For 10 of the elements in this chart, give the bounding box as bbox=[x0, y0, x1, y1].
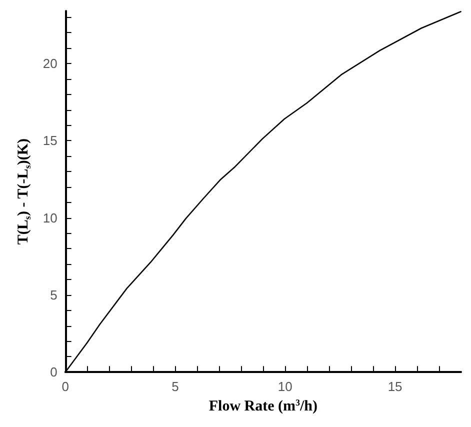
y-axis-title: T(Ls) - T(-Ls)(K) bbox=[16, 138, 32, 245]
y-tick-label: 0 bbox=[50, 364, 58, 380]
x-tick-label: 0 bbox=[62, 379, 69, 394]
x-tick-label: 15 bbox=[388, 379, 402, 394]
x-tick-label: 10 bbox=[278, 379, 292, 394]
y-tick-label: 15 bbox=[42, 133, 58, 148]
y-tick-label: 10 bbox=[42, 210, 58, 226]
y-tick-label: 20 bbox=[42, 56, 58, 71]
y-tick-label: 5 bbox=[50, 287, 58, 302]
x-tick-label: 5 bbox=[172, 379, 179, 394]
